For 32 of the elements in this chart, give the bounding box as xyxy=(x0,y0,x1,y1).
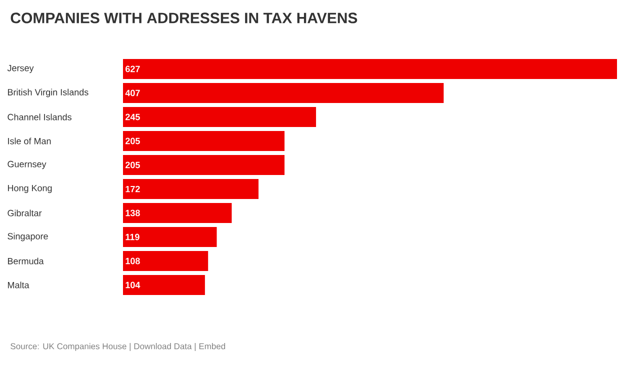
bar xyxy=(123,58,618,79)
y-tick-label: Hong Kong xyxy=(8,184,52,194)
data-label: 205 xyxy=(126,138,140,144)
data-label: 108 xyxy=(126,258,140,264)
bar xyxy=(123,106,316,127)
data-label: 627 xyxy=(126,66,140,72)
y-tick-label: Gibraltar xyxy=(8,210,42,216)
y-tick-label: British Virgin Islands xyxy=(8,88,88,98)
y-tick-label: Malta xyxy=(8,282,30,288)
data-label: 104 xyxy=(126,282,140,288)
bar xyxy=(123,203,232,223)
y-tick-label: Channel Islands xyxy=(8,114,72,120)
data-label: 407 xyxy=(125,90,140,96)
y-tick-label: Singapore xyxy=(8,232,48,242)
data-label: 245 xyxy=(126,114,140,120)
data-label: 205 xyxy=(126,162,140,168)
bar xyxy=(123,275,205,295)
bar xyxy=(123,130,285,151)
bar xyxy=(123,178,259,199)
source-note: Source: UK Companies House | Download Data | Embed xyxy=(10,343,226,351)
y-tick-label: Guernsey xyxy=(8,160,46,170)
bar xyxy=(123,251,208,271)
bar xyxy=(123,82,444,103)
bar xyxy=(123,227,217,247)
data-label: 138 xyxy=(126,210,140,216)
bar xyxy=(123,154,285,175)
chart-title: COMPANIES WITH ADDRESSES IN TAX HAVENS xyxy=(10,12,358,24)
data-label: 119 xyxy=(126,234,140,240)
y-tick-label: Bermuda xyxy=(8,258,44,264)
data-label: 172 xyxy=(126,186,140,192)
y-tick-label: Jersey xyxy=(7,64,34,74)
y-tick-label: Isle of Man xyxy=(8,138,51,144)
